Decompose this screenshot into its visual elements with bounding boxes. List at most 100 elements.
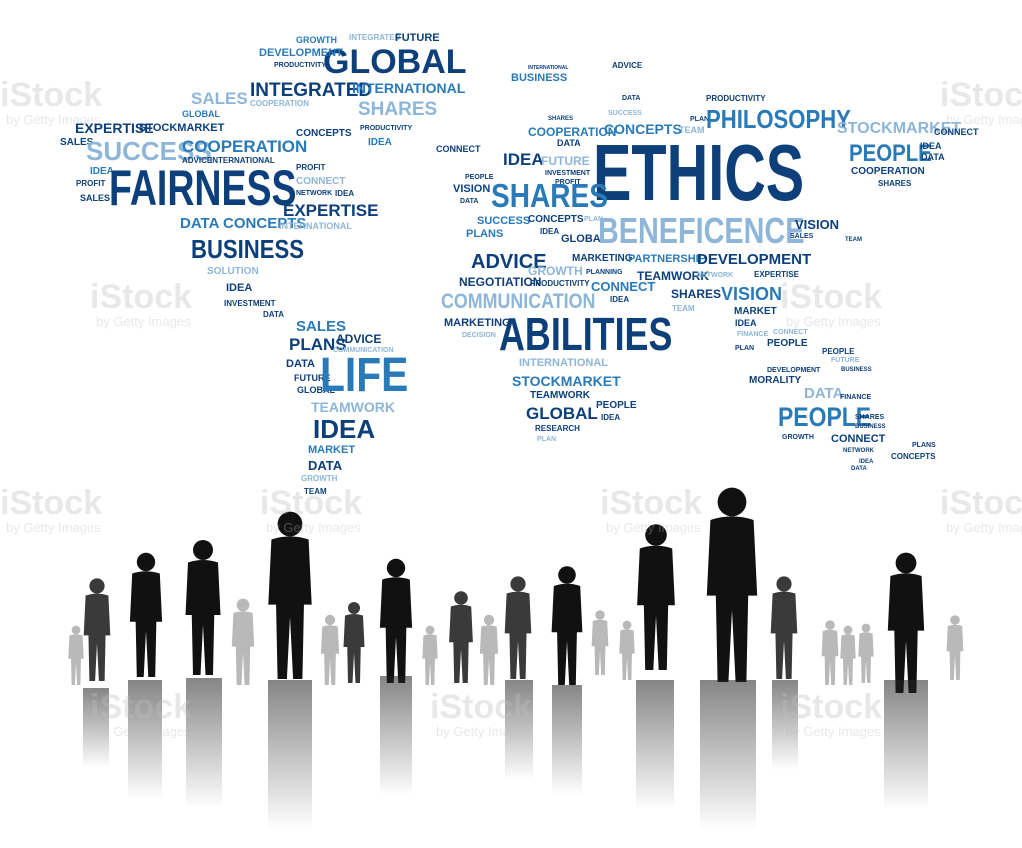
word-idea-left: IDEA — [90, 166, 114, 177]
word-stockmarket-eu: STOCKMARKET — [837, 120, 962, 137]
word-team-af: TEAM — [672, 304, 695, 313]
word-sales-as: SALES — [790, 233, 814, 240]
word-people-as2: PEOPLE — [767, 338, 808, 349]
word-people-as: PEOPLE — [849, 140, 932, 167]
word-development: DEVELOPMENT — [697, 251, 812, 268]
word-global: GLOBAL — [323, 43, 467, 81]
word-advice-sa: ADVICE — [336, 332, 382, 346]
word-productivity: PRODUCTIVITY — [274, 62, 327, 69]
word-idea-na: IDEA — [226, 282, 253, 294]
word-growth: GROWTH — [528, 264, 583, 278]
word-idea-eu: IDEA — [503, 150, 544, 169]
word-planning: PLANNING — [586, 269, 623, 276]
word-abilities: ABILITIES — [499, 308, 673, 360]
word-future-sa: FUTURE — [294, 373, 331, 383]
word-finance: FINANCE — [737, 331, 769, 338]
word-teamwork: TEAMWORK — [637, 269, 709, 283]
word-marketing: MARKETING — [572, 253, 633, 264]
word-plans-sa: PLANS — [289, 335, 347, 354]
word-concepts-small: CONCEPTS — [296, 128, 352, 139]
word-stockmarket: STOCKMARKET — [139, 122, 225, 134]
word-international-small: INTERNATIONAL — [210, 156, 275, 165]
word-data-eu: DATA — [622, 95, 641, 102]
word-vision-as2: VISION — [795, 217, 840, 232]
word-vision: VISION — [453, 183, 491, 195]
word-idea-small: IDEA — [368, 137, 392, 148]
word-business-as: BUSINESS — [841, 367, 872, 373]
word-success-eu: SUCCESS — [608, 110, 642, 117]
word-future-as: FUTURE — [831, 357, 860, 364]
word-ethics: ETHICS — [593, 128, 805, 217]
word-profit-left: PROFIT — [76, 179, 106, 188]
word-sales: SALES — [191, 89, 248, 108]
word-plans-af: PLANS — [466, 228, 504, 240]
word-growth: GROWTH — [296, 35, 337, 45]
word-idea-au: IDEA — [859, 459, 874, 465]
word-team-sa: TEAM — [304, 487, 327, 496]
word-idea-af3: IDEA — [601, 413, 621, 422]
word-connect-as: CONNECT — [773, 329, 808, 336]
word-plan-as: PLAN — [735, 345, 755, 352]
word-integrated-small: INTEGRATED — [349, 33, 401, 42]
word-connect-w: CONNECT — [436, 144, 481, 154]
word-data-au: DATA — [804, 385, 844, 402]
word-connect-eu: CONNECT — [934, 127, 979, 137]
word-business-au: BUSINESS — [855, 424, 886, 430]
word-success: SUCCESS — [86, 136, 212, 166]
word-global-small: GLOBAL — [182, 109, 220, 119]
word-expertise-as: EXPERTISE — [754, 270, 799, 279]
word-data-na: DATA — [263, 310, 285, 319]
word-idea-as: IDEA — [920, 141, 942, 151]
word-sales-sa: SALES — [296, 318, 347, 335]
word-concepts-au: CONCEPTS — [891, 452, 936, 461]
word-market: MARKET — [734, 306, 777, 317]
word-beneficence: BENEFICENCE — [598, 210, 805, 251]
word-data-concepts: DATA CONCEPTS — [180, 215, 307, 232]
word-network: NETWORK — [296, 190, 333, 197]
word-data-sa: DATA — [286, 358, 315, 370]
word-profit: PROFIT — [296, 163, 326, 172]
word-concepts-eu: CONCEPTS — [604, 121, 682, 137]
word-advice-eu: ADVICE — [612, 61, 643, 70]
word-business: BUSINESS — [191, 234, 304, 264]
word-growth-au: GROWTH — [782, 434, 814, 441]
word-people-af: PEOPLE — [596, 400, 637, 411]
word-future-eu: FUTURE — [541, 154, 590, 168]
word-shares-af: SHARES — [671, 287, 722, 301]
word-data-au2: DATA — [851, 466, 867, 472]
word-people-au: PEOPLE — [778, 402, 872, 432]
word-communication: COMMUNICATION — [441, 290, 596, 313]
word-research: RESEARCH — [535, 424, 580, 433]
word-investment-eu: INVESTMENT — [545, 170, 591, 177]
word-fairness: FAIRNESS — [109, 160, 297, 216]
word-shares-au: SHARES — [855, 414, 885, 421]
word-solution: SOLUTION — [207, 266, 259, 277]
word-partnership: PARTNERSHIP — [628, 253, 707, 265]
word-connect-small: CONNECT — [296, 176, 346, 187]
word-life: LIFE — [320, 349, 409, 402]
word-morality: MORALITY — [749, 375, 802, 386]
word-stockmarket-af: STOCKMARKET — [512, 373, 621, 389]
word-teamwork-af: TEAMWORK — [530, 390, 590, 401]
word-international-af: INTERNATIONAL — [519, 357, 609, 369]
word-plans-au: PLANS — [912, 442, 936, 449]
word-global-af2: GLOBAL — [526, 404, 598, 423]
word-cooperation: COOPERATION — [182, 137, 308, 156]
business-people-silhouettes — [68, 487, 964, 830]
word-network-au: NETWORK — [843, 448, 874, 454]
word-network-af: NETWORK — [697, 272, 734, 279]
word-connect-au: CONNECT — [831, 433, 886, 445]
word-plan-af: PLAN — [584, 216, 604, 223]
word-advice: ADVICE — [471, 251, 547, 273]
word-philosophy: PHILOSOPHY — [706, 104, 851, 134]
word-data-as: DATA — [921, 152, 945, 162]
word-idea-as3: IDEA — [735, 318, 757, 328]
word-international: INTERNATIONAL — [352, 80, 466, 96]
word-finance-au: FINANCE — [840, 394, 872, 401]
word-marketing2: MARKETING — [444, 317, 511, 329]
word-sales-left: SALES — [60, 137, 94, 148]
word-global-sa: GLOBAL — [297, 385, 335, 395]
word-shares: SHARES — [491, 177, 608, 214]
word-team-eu: TEAM — [679, 125, 705, 135]
word-sales-left2: SALES — [80, 193, 111, 203]
